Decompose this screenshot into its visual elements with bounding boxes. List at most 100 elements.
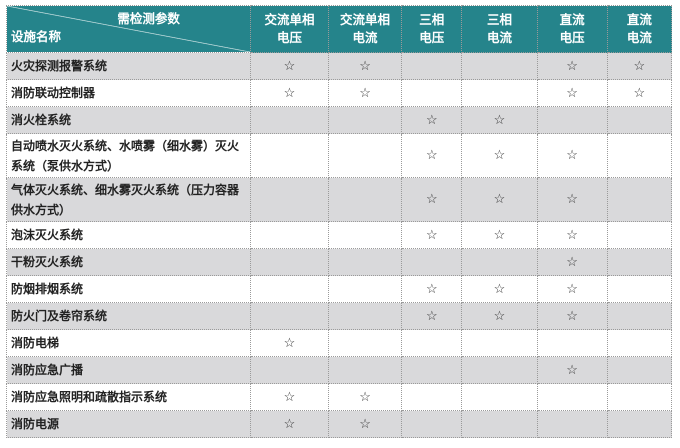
star-icon: ☆ — [283, 389, 296, 405]
mark-cell: ☆ — [536, 248, 608, 276]
mark-cell — [249, 356, 329, 384]
star-icon: ☆ — [633, 85, 646, 101]
table-row: 火灾探测报警系统 ☆ ☆ ☆ ☆ — [6, 52, 673, 80]
mark-cell: ☆ — [401, 302, 463, 330]
star-icon: ☆ — [566, 362, 578, 378]
star-icon: ☆ — [493, 148, 506, 163]
facility-name: 自动喷水灭火系统、水喷雾（细水雾）灭火系统（泵供水方式） — [6, 133, 251, 178]
mark-cell: ☆ — [327, 52, 403, 80]
mark-cell: ☆ — [461, 275, 538, 303]
column-header-line: 电压 — [419, 30, 445, 45]
mark-cell — [401, 248, 463, 276]
table-row: 防火门及卷帘系统 ☆ ☆ ☆ — [6, 302, 673, 330]
mark-cell: ☆ — [249, 329, 329, 357]
facility-name: 防火门及卷帘系统 — [6, 302, 251, 330]
table-row: 消防电梯 ☆ — [6, 329, 673, 357]
table-row: 消防应急广播 ☆ — [6, 356, 673, 384]
mark-cell — [606, 106, 673, 134]
mark-cell — [606, 410, 673, 438]
mark-cell — [327, 356, 403, 384]
mark-cell — [401, 79, 463, 107]
mark-cell — [606, 275, 673, 303]
star-icon: ☆ — [566, 254, 578, 270]
mark-cell — [249, 302, 329, 330]
column-header-line: 电压 — [276, 30, 302, 45]
mark-cell: ☆ — [536, 221, 608, 249]
column-header: 交流单相 电压 — [249, 5, 329, 53]
mark-cell: ☆ — [461, 177, 538, 222]
mark-cell — [401, 410, 463, 438]
column-header-line: 交流单相 — [340, 12, 391, 27]
mark-cell: ☆ — [536, 52, 608, 80]
mark-cell — [327, 275, 403, 303]
star-icon: ☆ — [359, 416, 371, 432]
column-header-line: 直流 — [626, 12, 652, 27]
mark-cell: ☆ — [249, 383, 329, 411]
mark-cell: ☆ — [401, 133, 463, 178]
column-header-line: 三相 — [419, 12, 445, 27]
column-header-line: 直流 — [559, 12, 585, 27]
facility-name: 消火栓系统 — [6, 106, 251, 134]
mark-cell — [327, 106, 403, 134]
mark-cell — [249, 177, 329, 222]
star-icon: ☆ — [566, 308, 578, 324]
table-row: 防烟排烟系统 ☆ ☆ ☆ — [6, 275, 673, 303]
mark-cell — [327, 329, 403, 357]
column-header: 直流 电压 — [536, 5, 608, 53]
facility-header: 设施名称 — [11, 29, 62, 44]
mark-cell — [461, 356, 538, 384]
mark-cell — [327, 177, 403, 222]
mark-cell: ☆ — [461, 302, 538, 330]
star-icon: ☆ — [425, 308, 438, 324]
star-icon: ☆ — [493, 192, 506, 207]
star-icon: ☆ — [566, 192, 578, 207]
star-icon: ☆ — [633, 58, 646, 74]
mark-cell — [249, 106, 329, 134]
mark-cell — [536, 106, 608, 134]
table-row: 消防电源 ☆ ☆ — [6, 410, 673, 438]
mark-cell: ☆ — [327, 383, 403, 411]
mark-cell: ☆ — [401, 106, 463, 134]
mark-cell: ☆ — [536, 275, 608, 303]
inspection-parameter-table: 需检测参数 设施名称 交流单相 电压 交流单相 电流 三相 电压 三相 电流 直流 电压 直流 电流 … — [6, 5, 673, 438]
star-icon: ☆ — [425, 227, 438, 243]
mark-cell — [401, 356, 463, 384]
column-header: 三相 电压 — [401, 5, 463, 53]
mark-cell: ☆ — [401, 221, 463, 249]
star-icon: ☆ — [566, 85, 578, 101]
mark-cell — [249, 275, 329, 303]
mark-cell — [249, 221, 329, 249]
mark-cell — [401, 329, 463, 357]
mark-cell — [536, 410, 608, 438]
mark-cell: ☆ — [249, 52, 329, 80]
mark-cell — [249, 248, 329, 276]
mark-cell: ☆ — [327, 79, 403, 107]
star-icon: ☆ — [493, 227, 506, 243]
mark-cell: ☆ — [327, 410, 403, 438]
facility-name: 火灾探测报警系统 — [6, 52, 251, 80]
mark-cell — [461, 410, 538, 438]
column-header-line: 电流 — [626, 30, 652, 45]
star-icon: ☆ — [359, 58, 371, 74]
table-row: 消火栓系统 ☆ ☆ — [6, 106, 673, 134]
parameter-header: 需检测参数 — [117, 11, 180, 26]
column-header-line: 电压 — [559, 30, 585, 45]
star-icon: ☆ — [425, 112, 438, 128]
star-icon: ☆ — [425, 281, 438, 297]
mark-cell — [606, 248, 673, 276]
mark-cell — [606, 133, 673, 178]
mark-cell — [461, 52, 538, 80]
star-icon: ☆ — [493, 308, 506, 324]
mark-cell: ☆ — [536, 133, 608, 178]
mark-cell: ☆ — [606, 52, 673, 80]
mark-cell — [536, 383, 608, 411]
star-icon: ☆ — [359, 85, 371, 101]
mark-cell: ☆ — [401, 275, 463, 303]
facility-name: 消防电梯 — [6, 329, 251, 357]
star-icon: ☆ — [566, 281, 578, 297]
table-row: 消防联动控制器 ☆ ☆ ☆ ☆ — [6, 79, 673, 107]
mark-cell — [401, 383, 463, 411]
mark-cell — [606, 383, 673, 411]
mark-cell — [461, 329, 538, 357]
mark-cell: ☆ — [606, 79, 673, 107]
